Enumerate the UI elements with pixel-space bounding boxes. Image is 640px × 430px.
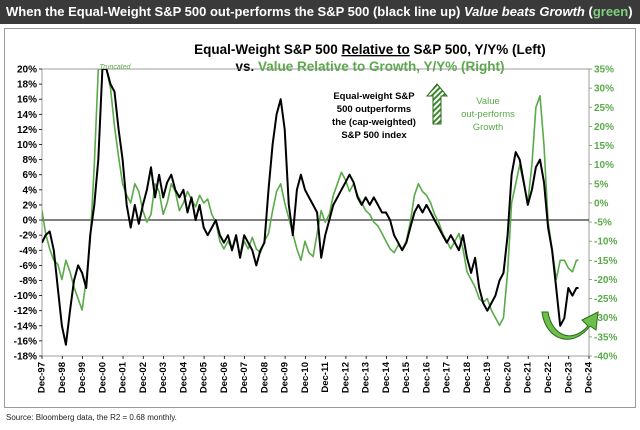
right-axis-tick-label: 5% (594, 179, 609, 190)
right-axis-tick-label: 30% (594, 84, 614, 95)
banner-text-close: ) (628, 4, 633, 19)
value-annotation-line1: Value (476, 96, 500, 107)
x-axis-tick-label: Dec-14 (381, 361, 392, 393)
left-axis-tick-label: -12% (14, 306, 37, 317)
x-axis-tick-label: Dec-24 (584, 361, 595, 393)
left-axis-tick-label: 2% (23, 200, 38, 211)
right-axis-tick-label: 10% (594, 160, 614, 171)
ew-annotation-line1: Equal-weight S&P (333, 91, 415, 102)
right-axis-tick-label: 25% (594, 103, 614, 114)
header-banner: When the Equal-Weight S&P 500 out-perfor… (0, 0, 640, 24)
banner-green-word: green (592, 4, 629, 19)
right-axis-tick-label: 0% (594, 198, 609, 209)
series-layer (42, 69, 579, 346)
right-axis-tick-label: -20% (594, 275, 617, 286)
left-axis-tick-label: 10% (17, 140, 37, 151)
x-axis-tick-label: Dec-21 (523, 361, 534, 393)
x-axis-tick-label: Dec-12 (340, 362, 351, 393)
chart-title-line2: vs. Value Relative to Growth, Y/Y% (Righ… (235, 59, 504, 74)
source-note: Source: Bloomberg data, the R2 = 0.68 mo… (6, 413, 177, 422)
left-axis-tick-label: 0% (23, 216, 38, 227)
x-axis-tick-label: Dec-22 (543, 362, 554, 393)
x-axis-tick-label: Dec-99 (77, 362, 88, 393)
x-axis-tick-label: Dec-08 (259, 362, 270, 393)
x-axis-tick-label: Dec-13 (361, 362, 372, 393)
right-axis-tick-label: 15% (594, 141, 614, 152)
annotation-layer: Truncated Equal-weight S&P 500 outperfor… (100, 64, 599, 340)
x-axis-tick-label: Dec-18 (462, 362, 473, 393)
right-axis-tick-label: -25% (594, 294, 617, 305)
right-axis-tick-label: -40% (594, 352, 617, 363)
x-axis-tick-label: Dec-03 (158, 362, 169, 393)
banner-text-open: ( (584, 4, 593, 19)
left-axis-tick-label: -14% (14, 321, 37, 332)
x-axis-tick-label: Dec-15 (401, 361, 412, 393)
left-axis-tick-label: 4% (23, 185, 38, 196)
x-axis-tick-label: Dec-02 (138, 362, 149, 393)
outperform-arrow-icon (425, 83, 449, 125)
ew-annotation-line4: S&P 500 index (341, 130, 407, 141)
x-axis-tick-label: Dec-19 (482, 362, 493, 393)
left-axis-tick-label: -16% (14, 336, 37, 347)
right-axis-tick-label: -35% (594, 332, 617, 343)
x-axis-tick-label: Dec-01 (118, 361, 129, 393)
x-axis-tick-label: Dec-11 (320, 361, 331, 392)
equal-weight-relative-line (42, 69, 579, 346)
right-axis-tick-label: -30% (594, 313, 617, 324)
right-axis-tick-label: -5% (594, 218, 612, 229)
banner-emphasis: Value beats Growth (463, 4, 585, 19)
x-axis-tick-label: Dec-10 (300, 362, 311, 393)
value-growth-relative-line (42, 69, 579, 327)
truncated-label: Truncated (100, 64, 132, 71)
x-axis-tick-label: Dec-05 (199, 361, 210, 393)
left-axis-tick-label: 18% (17, 80, 37, 91)
left-axis-tick-label: -18% (14, 352, 37, 363)
right-axis-tick-label: 20% (594, 122, 614, 133)
value-annotation-line2: out-performs (461, 109, 515, 120)
x-axis-tick-label: Dec-16 (421, 362, 432, 393)
ew-annotation-line3: the (cap-weighted) (332, 117, 416, 128)
x-axis-tick-label: Dec-20 (502, 362, 513, 393)
rebound-arrow-icon (541, 311, 599, 340)
value-annotation-line3: Growth (473, 122, 504, 133)
x-axis-tick-label: Dec-17 (442, 362, 453, 393)
left-axis-tick-label: -10% (14, 291, 37, 302)
x-axis-tick-label: Dec-07 (239, 362, 250, 393)
x-axis-tick-label: Dec-98 (57, 362, 68, 393)
left-axis-tick-label: 12% (17, 125, 37, 136)
left-axis-tick-label: 6% (23, 170, 38, 181)
right-axis-tick-label: 35% (594, 65, 614, 76)
right-axis-tick-label: -10% (594, 237, 617, 248)
left-axis-tick-label: 20% (17, 65, 37, 76)
right-axis-tick-label: -15% (594, 256, 617, 267)
x-axis-tick-label: Dec-04 (178, 361, 189, 393)
left-axis-tick-label: -8% (19, 276, 37, 287)
x-axis-tick-label: Dec-00 (97, 362, 108, 393)
ew-annotation-line2: 500 outperforms (337, 104, 411, 115)
left-axis-tick-label: -4% (19, 246, 37, 257)
banner-text: When the Equal-Weight S&P 500 out-perfor… (6, 4, 464, 19)
left-axis-tick-label: -6% (19, 261, 37, 272)
left-axis-tick-label: 14% (17, 110, 37, 121)
x-axis-tick-label: Dec-23 (563, 362, 574, 393)
left-axis-tick-label: 16% (17, 95, 37, 106)
left-axis-tick-label: 8% (23, 155, 38, 166)
x-axis-tick-label: Dec-06 (219, 362, 230, 393)
left-axis-tick-label: -2% (19, 231, 37, 242)
axes-layer: -18% -16% -14% -12% -10% -8% -6% -4% -2% 0% 2% 4% 6%… (14, 65, 618, 394)
x-axis-tick-label: Dec-09 (280, 362, 291, 393)
chart-title-line1: Equal-Weight S&P 500 Relative to S&P 500… (194, 42, 546, 57)
x-axis-tick-label: Dec-97 (37, 362, 48, 393)
